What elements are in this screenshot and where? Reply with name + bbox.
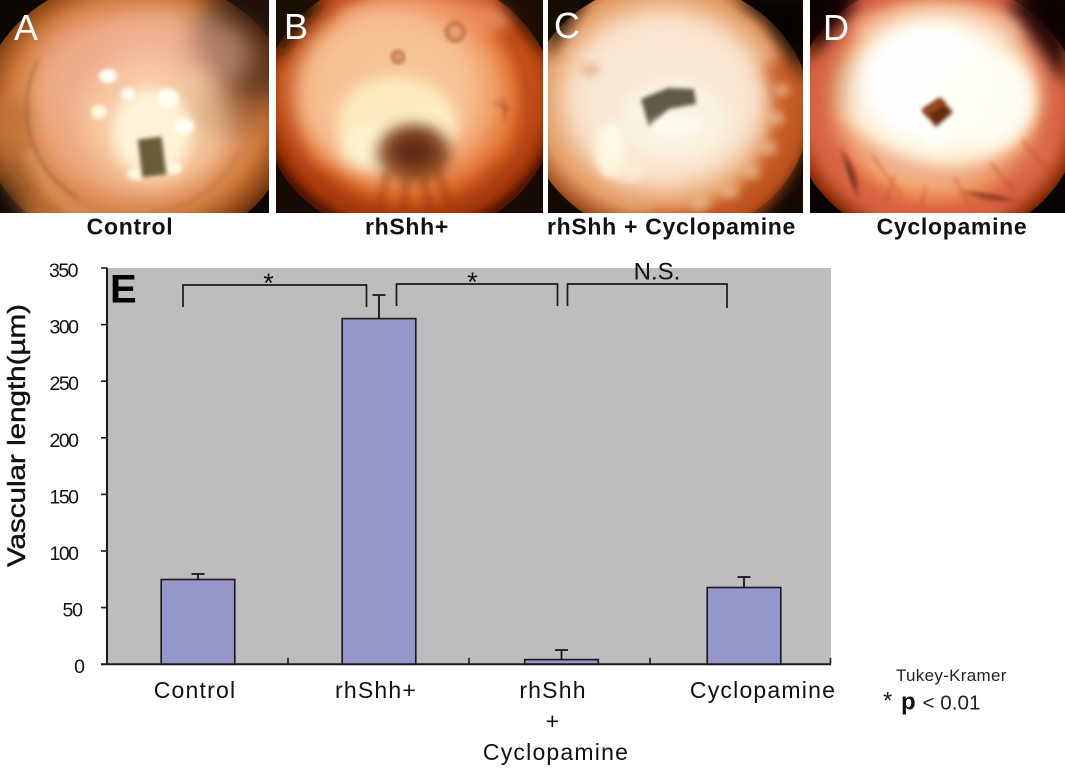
svg-text:B: B <box>284 6 308 47</box>
svg-text:300: 300 <box>50 317 80 339</box>
svg-text:rhShh + Cyclopamine: rhShh + Cyclopamine <box>547 214 796 240</box>
svg-text:*: * <box>263 268 274 298</box>
svg-text:rhShh: rhShh <box>519 677 586 703</box>
svg-text:150: 150 <box>50 486 80 508</box>
svg-text:*: * <box>883 688 892 715</box>
svg-text:0: 0 <box>74 656 85 678</box>
svg-text:350: 350 <box>49 260 79 282</box>
svg-text:100: 100 <box>50 543 80 565</box>
svg-text:Vascular length(µm): Vascular length(µm) <box>3 304 31 567</box>
svg-text:rhShh+: rhShh+ <box>335 677 417 703</box>
svg-text:D: D <box>823 7 849 48</box>
svg-text:E: E <box>110 268 137 312</box>
svg-text:p: p <box>901 689 916 716</box>
svg-text:Cyclopamine: Cyclopamine <box>483 739 629 765</box>
svg-text:50: 50 <box>63 600 84 622</box>
svg-text:Control: Control <box>154 677 237 703</box>
svg-text:Cyclopamine: Cyclopamine <box>690 677 836 703</box>
svg-text:A: A <box>14 7 38 48</box>
svg-text:Cyclopamine: Cyclopamine <box>877 214 1028 240</box>
svg-text:Tukey-Kramer: Tukey-Kramer <box>896 666 1007 685</box>
svg-text:rhShh+: rhShh+ <box>365 214 449 240</box>
svg-text:Control: Control <box>87 214 174 240</box>
svg-text:< 0.01: < 0.01 <box>923 693 981 715</box>
svg-text:250: 250 <box>50 373 80 395</box>
svg-text:+: + <box>546 708 561 734</box>
svg-text:200: 200 <box>50 430 80 452</box>
svg-text:N.S.: N.S. <box>634 259 681 286</box>
svg-text:*: * <box>467 267 478 297</box>
svg-text:C: C <box>554 5 580 46</box>
